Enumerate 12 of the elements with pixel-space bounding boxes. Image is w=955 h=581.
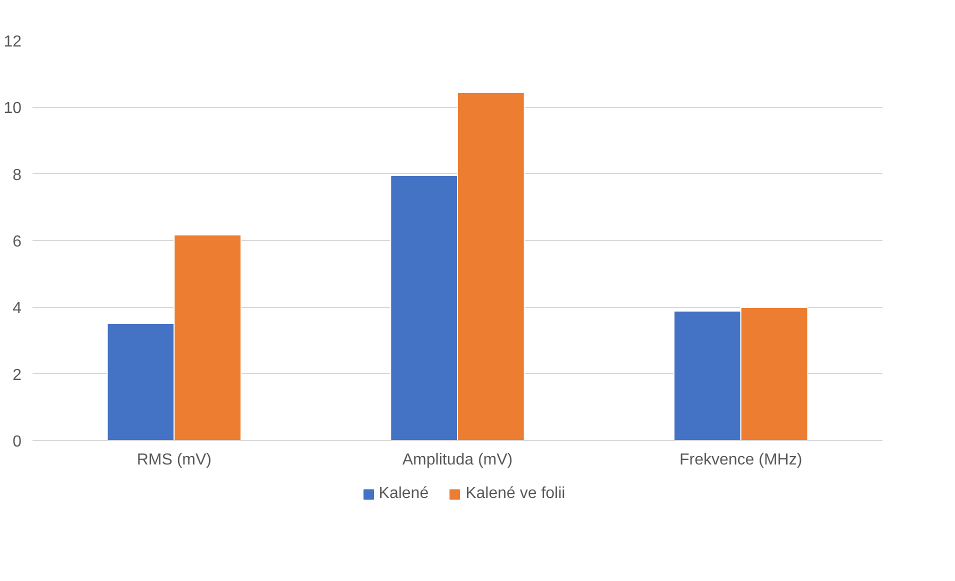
legend-label: Kalené — [378, 484, 429, 502]
y-tick-label: 10 — [4, 100, 22, 118]
y-tick-label: 6 — [12, 234, 22, 250]
y-tick-label: 12 — [4, 34, 22, 50]
y-tick-label: 4 — [12, 300, 22, 318]
legend-label: Kalené ve folii — [466, 484, 566, 502]
x-tick-label: RMS (mV) — [136, 452, 212, 468]
y-tick-label: 8 — [12, 166, 22, 184]
y-tick-label: 2 — [12, 366, 22, 384]
x-tick-label: Amplituda (mV) — [402, 452, 513, 468]
x-tick-label: Frekvence (MHz) — [679, 452, 802, 468]
y-tick-label: 0 — [12, 434, 22, 450]
